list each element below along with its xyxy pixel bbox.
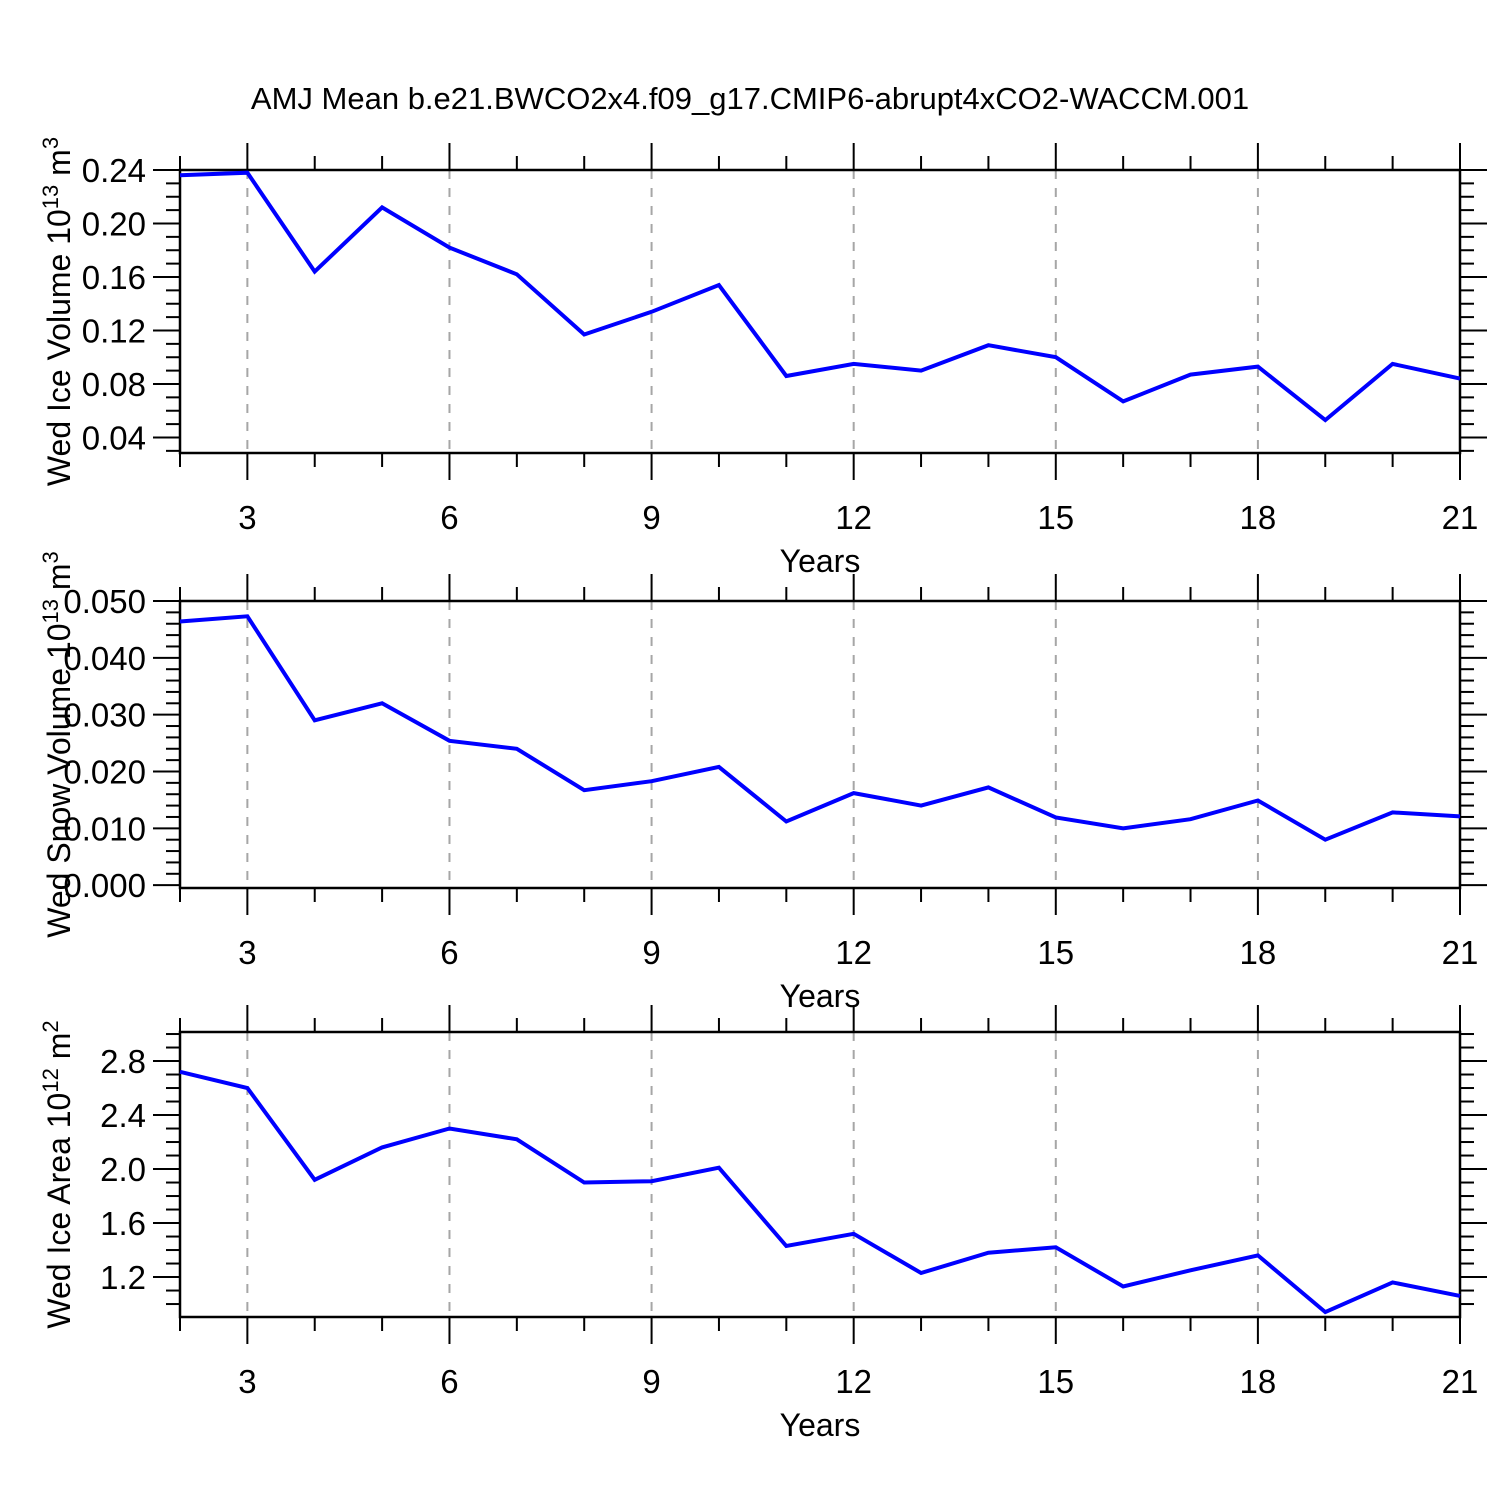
plot-frame xyxy=(178,168,1462,455)
x-axis-title: Years xyxy=(780,978,861,1014)
plot-frame xyxy=(178,1030,1462,1319)
y-axis-title: Wed Ice Volume 1013 m3 xyxy=(38,137,77,486)
panel-snow-volume: 3 6 9 12 15 18 21 0.050 0.040 0.030 0.020 0.010 0.00… xyxy=(38,551,1487,1014)
data-line-ice-volume xyxy=(179,170,1461,423)
x-tick-label: 12 xyxy=(835,934,872,971)
y-tick-label: 0.04 xyxy=(82,419,146,456)
panel-ice-volume: 3 6 9 12 15 18 21 0.24 0.20 0.16 0.12 0.08 0.04 Years… xyxy=(38,137,1487,579)
y-tick-label: 2.8 xyxy=(100,1043,146,1080)
x-tick-label: 9 xyxy=(642,934,660,971)
x-tick-label: 6 xyxy=(440,1363,458,1400)
panel-ice-area: 3 6 9 12 15 18 21 2.8 2.4 2.0 1.6 1.2 Years Wed Ice A… xyxy=(38,1005,1487,1443)
data-line-ice-area xyxy=(179,1069,1461,1315)
x-tick-label: 12 xyxy=(835,499,872,536)
y-tick-label: 0.010 xyxy=(63,810,146,847)
y-tick-label: 0.040 xyxy=(63,640,146,677)
y-tick-label: 0.050 xyxy=(63,583,146,620)
y-tick-label: 0.08 xyxy=(82,366,146,403)
x-tick-label: 21 xyxy=(1442,1363,1479,1400)
x-tick-label: 9 xyxy=(642,1363,660,1400)
y-tick-label: 1.6 xyxy=(100,1205,146,1242)
y-tick-label: 0.24 xyxy=(82,152,146,189)
x-tick-label: 21 xyxy=(1442,499,1479,536)
y-tick-label: 1.2 xyxy=(100,1259,146,1296)
x-axis-title: Years xyxy=(780,543,861,579)
y-tick-label: 0.020 xyxy=(63,753,146,790)
x-tick-label: 18 xyxy=(1240,1363,1277,1400)
x-tick-label: 15 xyxy=(1037,934,1074,971)
data-line-snow-volume xyxy=(179,614,1461,842)
y-tick-label: 0.030 xyxy=(63,697,146,734)
x-tick-label: 6 xyxy=(440,499,458,536)
x-tick-label: 18 xyxy=(1240,934,1277,971)
y-axis-title: Wed Ice Area 1012 m2 xyxy=(38,1020,77,1328)
y-tick-label: 0.12 xyxy=(82,312,146,349)
y-tick-label: 0.20 xyxy=(82,205,146,242)
y-tick-label: 0.16 xyxy=(82,259,146,296)
figure-title: AMJ Mean b.e21.BWCO2x4.f09_g17.CMIP6-abr… xyxy=(250,81,1250,116)
x-tick-label: 21 xyxy=(1442,934,1479,971)
y-tick-label: 0.000 xyxy=(63,867,146,904)
x-tick-label: 6 xyxy=(440,934,458,971)
x-tick-label: 3 xyxy=(238,934,256,971)
plot-frame xyxy=(178,599,1462,890)
x-tick-label: 3 xyxy=(238,499,256,536)
y-tick-label: 2.0 xyxy=(100,1151,146,1188)
x-tick-label: 15 xyxy=(1037,499,1074,536)
x-tick-label: 18 xyxy=(1240,499,1277,536)
y-tick-label: 2.4 xyxy=(100,1097,146,1134)
y-axis-title: Wed Snow Volume 1013 m3 xyxy=(38,551,77,938)
x-axis-title: Years xyxy=(780,1407,861,1443)
x-tick-label: 12 xyxy=(835,1363,872,1400)
x-tick-label: 3 xyxy=(238,1363,256,1400)
x-tick-label: 15 xyxy=(1037,1363,1074,1400)
x-tick-label: 9 xyxy=(642,499,660,536)
